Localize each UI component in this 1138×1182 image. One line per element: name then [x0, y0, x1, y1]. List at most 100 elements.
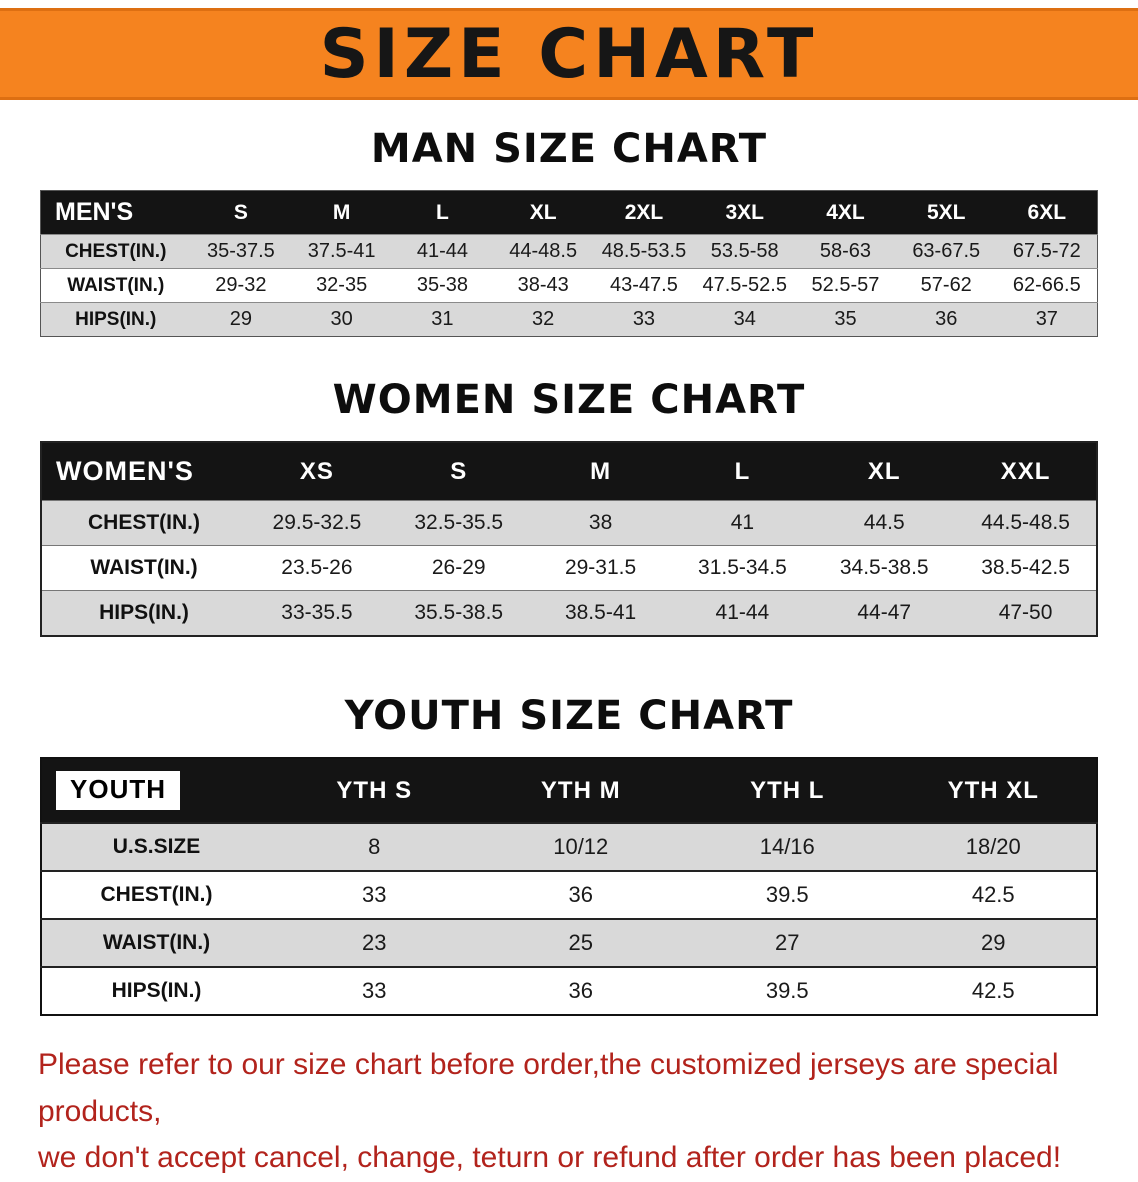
size-value-cell: 41	[671, 500, 814, 546]
table-row: CHEST(IN.) 29.5-32.5 32.5-35.5 38 41 44.5 44.5…	[41, 500, 1097, 546]
size-value-cell: 67.5-72	[996, 234, 1098, 269]
size-value-cell: 35.5-38.5	[387, 590, 530, 636]
size-value-cell: 26-29	[387, 545, 530, 591]
size-column-header: YTH S	[271, 758, 478, 823]
size-value-cell: 38	[529, 500, 672, 546]
size-column-header: YTH L	[684, 758, 891, 823]
size-value-cell: 38.5-41	[529, 590, 672, 636]
size-value-cell: 35-38	[392, 268, 493, 303]
size-column-header: S	[190, 190, 292, 235]
table-title-cell: YOUTH	[41, 758, 271, 823]
men-size-table: MEN'S S M L XL 2XL 3XL 4XL 5XL 6XL CHEST(IN.) 35-37…	[40, 190, 1098, 337]
size-column-header: 5XL	[895, 190, 997, 235]
size-column-header: YTH M	[477, 758, 684, 823]
size-column-header: XL	[813, 442, 956, 501]
table-title-cell: WOMEN'S	[41, 442, 246, 501]
size-value-cell: 44.5	[813, 500, 956, 546]
row-label: WAIST(IN.)	[40, 268, 191, 303]
size-value-cell: 31.5-34.5	[671, 545, 814, 591]
size-value-cell: 29.5-32.5	[246, 500, 388, 546]
size-value-cell: 8	[271, 822, 478, 871]
table-row: WAIST(IN.) 23.5-26 26-29 29-31.5 31.5-34.5 34…	[41, 545, 1097, 591]
page-title: SIZE CHART	[319, 14, 819, 94]
size-value-cell: 32-35	[291, 268, 393, 303]
size-value-cell: 29-32	[190, 268, 292, 303]
row-label: HIPS(IN.)	[40, 302, 191, 337]
row-label: HIPS(IN.)	[41, 590, 246, 636]
row-label: WAIST(IN.)	[41, 545, 246, 591]
size-column-header: M	[529, 442, 672, 501]
size-value-cell: 35-37.5	[190, 234, 292, 269]
size-value-cell: 32.5-35.5	[387, 500, 530, 546]
size-value-cell: 39.5	[684, 966, 891, 1015]
disclaimer-line-1: Please refer to our size chart before or…	[38, 1048, 1059, 1128]
women-size-table: WOMEN'S XS S M L XL XXL CHEST(IN.) 29.5-32.5 32.5…	[40, 441, 1098, 637]
size-value-cell: 47.5-52.5	[694, 268, 796, 303]
size-value-cell: 32	[492, 302, 594, 337]
size-value-cell: 33	[271, 966, 478, 1015]
size-value-cell: 34.5-38.5	[813, 545, 956, 591]
size-value-cell: 14/16	[684, 822, 891, 871]
man-size-chart-heading: MAN SIZE CHART	[370, 126, 768, 172]
size-column-header: 6XL	[996, 190, 1098, 235]
row-label: CHEST(IN.)	[40, 234, 191, 269]
size-column-header: XL	[492, 190, 594, 235]
row-label: CHEST(IN.)	[41, 500, 246, 546]
size-column-header: 4XL	[795, 190, 896, 235]
table-row: CHEST(IN.) 35-37.5 37.5-41 41-44 44-48.5 48.5…	[40, 234, 1098, 269]
table-row: U.S.SIZE 8 10/12 14/16 18/20	[41, 822, 1097, 871]
table-row: CHEST(IN.) 33 36 39.5 42.5	[41, 870, 1097, 919]
size-value-cell: 23	[271, 918, 478, 967]
size-column-header: L	[392, 190, 493, 235]
table-header-row: MEN'S S M L XL 2XL 3XL 4XL 5XL 6XL	[40, 190, 1098, 235]
size-value-cell: 31	[392, 302, 493, 337]
size-value-cell: 35	[795, 302, 896, 337]
row-label: CHEST(IN.)	[41, 870, 271, 919]
size-column-header: 3XL	[694, 190, 796, 235]
youth-size-chart-heading: YOUTH SIZE CHART	[344, 693, 794, 739]
size-value-cell: 29	[190, 302, 292, 337]
size-value-cell: 29-31.5	[529, 545, 672, 591]
size-chart-page: SIZE CHART MAN SIZE CHART MEN'S S M L XL 2XL 3…	[0, 8, 1138, 1182]
size-column-header: L	[671, 442, 814, 501]
size-value-cell: 48.5-53.5	[593, 234, 695, 269]
size-value-cell: 52.5-57	[795, 268, 896, 303]
size-value-cell: 37	[996, 302, 1098, 337]
disclaimer: Please refer to our size chart before or…	[38, 1042, 1138, 1182]
women-size-chart-section: WOMEN SIZE CHART WOMEN'S XS S M L XL XXL CHEST(…	[0, 377, 1138, 637]
size-value-cell: 44-48.5	[492, 234, 594, 269]
size-value-cell: 42.5	[890, 966, 1097, 1015]
table-title-label: YOUTH	[56, 771, 180, 810]
size-column-header: M	[291, 190, 393, 235]
table-row: HIPS(IN.) 29 30 31 32 33 34 35 36 37	[40, 302, 1098, 337]
table-row: HIPS(IN.) 33 36 39.5 42.5	[41, 966, 1097, 1015]
size-value-cell: 41-44	[671, 590, 814, 636]
size-column-header: XS	[246, 442, 388, 501]
size-value-cell: 47-50	[955, 590, 1097, 636]
disclaimer-line-2: we don't accept cancel, change, teturn o…	[38, 1141, 1062, 1174]
size-value-cell: 10/12	[477, 822, 684, 871]
size-value-cell: 29	[890, 918, 1097, 967]
size-column-header: 2XL	[593, 190, 695, 235]
size-value-cell: 53.5-58	[694, 234, 796, 269]
table-row: WAIST(IN.) 29-32 32-35 35-38 38-43 43-47.5 47.…	[40, 268, 1098, 303]
size-value-cell: 43-47.5	[593, 268, 695, 303]
size-value-cell: 33	[593, 302, 695, 337]
row-label: HIPS(IN.)	[41, 966, 271, 1015]
table-header-row: YOUTH YTH S YTH M YTH L YTH XL	[41, 758, 1097, 823]
size-value-cell: 58-63	[795, 234, 896, 269]
size-value-cell: 25	[477, 918, 684, 967]
youth-size-table: YOUTH YTH S YTH M YTH L YTH XL U.S.SIZE 8 10/12…	[40, 757, 1098, 1016]
size-value-cell: 41-44	[392, 234, 493, 269]
size-value-cell: 42.5	[890, 870, 1097, 919]
size-column-header: XXL	[955, 442, 1097, 501]
size-value-cell: 30	[291, 302, 393, 337]
size-value-cell: 37.5-41	[291, 234, 393, 269]
size-value-cell: 62-66.5	[996, 268, 1098, 303]
size-value-cell: 57-62	[895, 268, 997, 303]
row-label: WAIST(IN.)	[41, 918, 271, 967]
size-value-cell: 18/20	[890, 822, 1097, 871]
size-value-cell: 33	[271, 870, 478, 919]
table-row: HIPS(IN.) 33-35.5 35.5-38.5 38.5-41 41-44 44-…	[41, 590, 1097, 636]
banner: SIZE CHART	[0, 8, 1138, 100]
